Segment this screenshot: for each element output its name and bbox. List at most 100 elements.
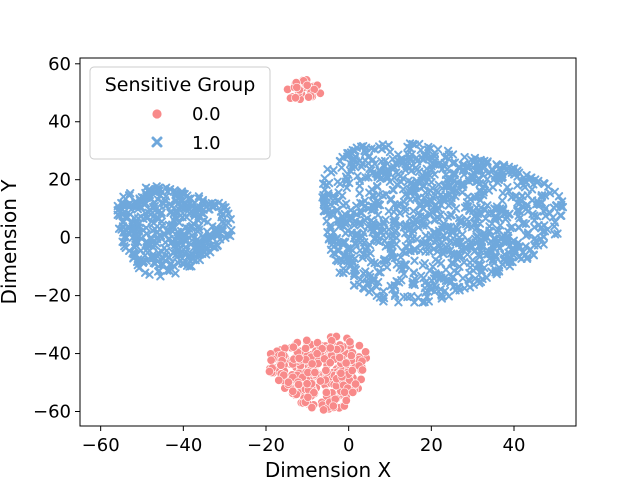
data-point-1-0-1161 (553, 229, 562, 238)
data-point-1-0-1424 (349, 271, 359, 281)
data-point-1-0-291 (194, 216, 203, 225)
data-point-1-0-1513 (401, 155, 411, 165)
data-point-1-0-1503 (475, 160, 484, 169)
data-point-1-0-687 (447, 210, 456, 220)
data-point-1-0-419 (223, 218, 233, 228)
data-point-1-0-1300 (319, 179, 328, 188)
data-point-1-0-361 (203, 217, 212, 227)
data-point-1-0-416 (194, 203, 203, 213)
y-tick-label-6: 60 (48, 54, 71, 75)
data-point-1-0-1470 (490, 258, 499, 267)
plot-frame (79, 57, 577, 427)
data-point-1-0-1430 (436, 200, 445, 209)
data-point-1-0-1319 (335, 179, 345, 189)
data-point-1-0-1155 (533, 241, 543, 250)
data-point-1-0-1449 (334, 247, 343, 256)
data-point-1-0-1467 (456, 237, 465, 246)
data-point-0-0-1833 (345, 337, 355, 347)
data-point-1-0-1483 (384, 231, 393, 240)
data-point-1-0-1355 (513, 198, 522, 207)
data-point-1-0-493 (483, 201, 492, 210)
data-point-0-0-1879 (336, 368, 346, 378)
data-point-1-0-1329 (327, 236, 337, 245)
data-point-1-0-1203 (427, 207, 436, 216)
data-point-1-0-1275 (406, 224, 416, 233)
data-point-0-0-1869 (302, 335, 312, 345)
data-point-1-0-1412 (412, 165, 422, 175)
data-point-1-0-412 (167, 201, 177, 210)
data-point-1-0-1365 (411, 215, 421, 224)
legend-marker-1 (151, 136, 163, 148)
data-point-1-0-1440 (358, 199, 367, 208)
data-point-1-0-335 (172, 188, 182, 198)
data-point-1-0-1491 (406, 185, 415, 194)
data-point-1-0-1477 (371, 169, 380, 178)
data-point-1-0-1306 (373, 260, 382, 269)
data-point-1-0-1187 (523, 230, 532, 239)
data-point-0-0-1828 (312, 338, 322, 348)
data-point-1-0-958 (361, 173, 370, 182)
data-point-1-0-1471 (490, 171, 500, 180)
data-point-1-0-684 (541, 211, 550, 221)
data-point-1-0-293 (190, 243, 199, 252)
data-point-1-0-1226 (444, 292, 453, 301)
data-point-1-0-1426 (424, 142, 433, 152)
data-point-1-0-1157 (418, 204, 428, 213)
data-point-1-0-1297 (377, 157, 386, 166)
data-point-1-0-1474 (470, 170, 480, 179)
data-point-1-0-1514 (362, 272, 371, 282)
data-point-1-0-1448 (448, 186, 457, 196)
data-point-1-0-1248 (504, 210, 513, 219)
data-point-0-0-1559 (304, 92, 314, 102)
data-point-1-0-407 (129, 254, 138, 263)
data-point-0-0-1871 (274, 375, 284, 385)
data-point-1-0-1485 (359, 141, 368, 151)
data-point-1-0-380 (123, 213, 132, 222)
data-point-1-0-1517 (378, 140, 387, 149)
data-point-1-0-1349 (333, 256, 342, 266)
data-point-1-0-1194 (463, 222, 472, 231)
data-point-1-0-390 (185, 204, 194, 214)
data-point-1-0-1295 (444, 150, 454, 159)
data-point-1-0-392 (146, 233, 156, 242)
x-axis: −60 −40 −20 0 20 40 (82, 426, 525, 456)
data-point-1-0-330 (117, 198, 126, 208)
data-point-1-0-1269 (529, 180, 538, 189)
x-tick-label-4: 20 (420, 435, 443, 456)
data-point-1-0-1473 (427, 178, 436, 187)
data-point-1-0-1360 (448, 158, 457, 168)
data-point-1-0-1169 (381, 215, 390, 225)
x-tick-label-0: −60 (82, 435, 120, 456)
data-point-0-0-1813 (335, 352, 345, 362)
data-point-1-0-383 (189, 250, 199, 260)
data-point-1-0-1307 (415, 139, 424, 149)
data-point-1-0-1100 (453, 225, 462, 235)
data-point-1-0-1510 (449, 170, 458, 179)
y-tick-label-5: 40 (48, 112, 71, 133)
data-point-1-0-376 (117, 225, 126, 234)
data-point-1-0-1375 (367, 216, 376, 225)
data-point-1-0-1287 (398, 247, 408, 256)
data-point-1-0-1403 (355, 233, 364, 243)
data-point-1-0-1232 (411, 245, 420, 255)
data-point-1-0-298 (139, 226, 148, 235)
data-point-1-0-393 (135, 199, 144, 209)
data-point-1-0-1396 (409, 278, 419, 287)
data-point-1-0-834 (326, 200, 335, 209)
points-layer (113, 75, 568, 415)
data-point-1-0-1172 (326, 221, 335, 230)
data-point-1-0-388 (197, 208, 206, 218)
data-point-1-0-1427 (466, 242, 475, 251)
data-point-1-0-775 (391, 289, 400, 299)
data-point-1-0-1437 (348, 246, 357, 255)
data-point-1-0-1075 (419, 239, 428, 248)
data-point-1-0-1231 (460, 152, 469, 162)
data-point-1-0-398 (145, 190, 154, 199)
data-point-0-0-1721 (354, 341, 364, 351)
data-point-1-0-990 (554, 192, 564, 201)
data-point-1-0-1438 (373, 182, 382, 192)
data-point-1-0-1364 (545, 189, 555, 198)
data-point-1-0-1283 (556, 211, 565, 220)
data-point-1-0-1368 (400, 221, 410, 230)
data-point-1-0-1278 (436, 210, 445, 219)
